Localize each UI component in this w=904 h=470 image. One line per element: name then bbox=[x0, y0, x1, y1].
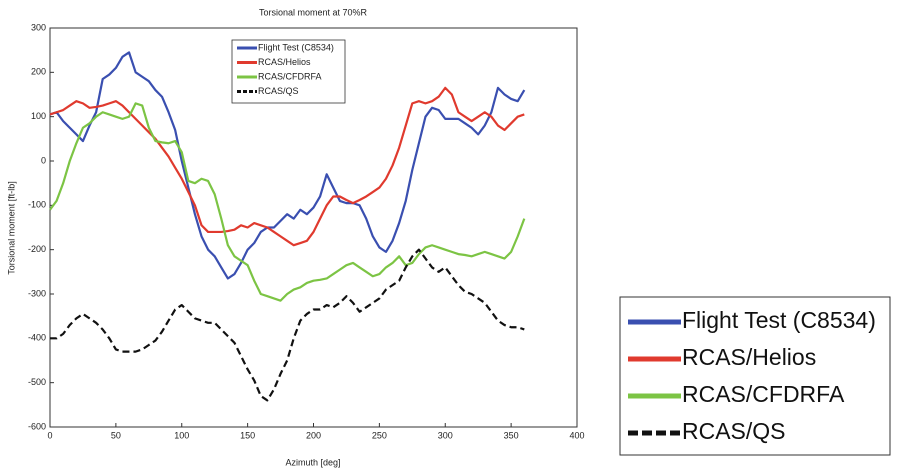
legend-label: Flight Test (C8534) bbox=[258, 42, 334, 52]
legend-label: RCAS/QS bbox=[682, 418, 786, 444]
legend-label: RCAS/CFDRFA bbox=[258, 71, 322, 81]
chart-title: Torsional moment at 70%R bbox=[259, 7, 368, 17]
legend-label: Flight Test (C8534) bbox=[682, 307, 876, 333]
y-tick-label: -200 bbox=[28, 244, 46, 254]
x-tick-label: 150 bbox=[240, 430, 255, 440]
x-tick-label: 350 bbox=[504, 430, 519, 440]
series-line bbox=[49, 102, 526, 302]
x-tick-label: 250 bbox=[372, 430, 387, 440]
x-tick-label: 400 bbox=[569, 430, 584, 440]
y-tick-label: -300 bbox=[28, 288, 46, 298]
y-tick-label: 0 bbox=[41, 155, 46, 165]
x-tick-label: 50 bbox=[111, 430, 121, 440]
x-tick-label: 100 bbox=[174, 430, 189, 440]
x-tick-label: 300 bbox=[438, 430, 453, 440]
legend-label: RCAS/QS bbox=[258, 86, 299, 96]
y-tick-label: 200 bbox=[31, 67, 46, 77]
y-tick-label: -500 bbox=[28, 377, 46, 387]
legend-label: RCAS/CFDRFA bbox=[682, 381, 845, 407]
y-tick-label: -400 bbox=[28, 333, 46, 343]
y-tick-label: 300 bbox=[31, 22, 46, 32]
series-line bbox=[49, 86, 525, 247]
y-tick-label: -100 bbox=[28, 200, 46, 210]
x-tick-label: 200 bbox=[306, 430, 321, 440]
legend-label: RCAS/Helios bbox=[258, 57, 311, 67]
y-tick-label: -600 bbox=[28, 421, 46, 431]
x-axis-label: Azimuth [deg] bbox=[285, 457, 340, 467]
x-tick-label: 0 bbox=[47, 430, 52, 440]
y-axis-label: Torsional moment [ft-lb] bbox=[6, 181, 16, 275]
legend-label: RCAS/Helios bbox=[682, 344, 816, 370]
y-tick-label: 100 bbox=[31, 111, 46, 121]
series-line bbox=[49, 51, 526, 280]
series-line bbox=[50, 248, 525, 402]
